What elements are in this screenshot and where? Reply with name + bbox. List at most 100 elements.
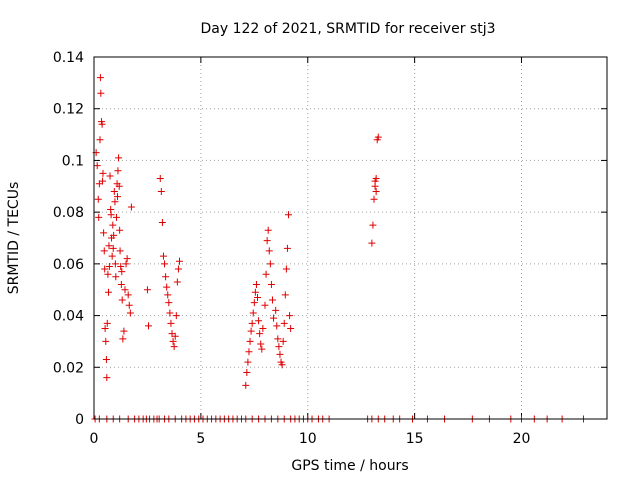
data-point	[250, 299, 258, 307]
data-point	[286, 312, 294, 320]
data-point	[261, 301, 269, 309]
data-point	[127, 203, 135, 211]
data-point	[94, 195, 102, 203]
data-point	[369, 221, 377, 229]
x-tick-label: 0	[90, 431, 99, 447]
data-point	[283, 244, 291, 252]
data-point	[159, 252, 167, 260]
data-point	[99, 177, 107, 185]
data-point	[114, 193, 122, 201]
data-point	[120, 327, 128, 335]
data-points	[91, 74, 587, 423]
data-point	[102, 356, 110, 364]
data-point	[262, 270, 270, 278]
data-point	[368, 239, 376, 247]
data-point	[119, 335, 127, 343]
data-point	[156, 175, 164, 183]
data-point	[103, 374, 111, 382]
data-point	[245, 348, 253, 356]
data-point	[110, 231, 118, 239]
data-point	[98, 120, 106, 128]
data-point	[118, 268, 126, 276]
data-point	[116, 247, 124, 255]
data-point	[255, 317, 263, 325]
y-tick-label: 0.12	[53, 102, 84, 118]
data-point	[118, 296, 126, 304]
data-point	[114, 167, 122, 175]
data-point	[101, 325, 109, 332]
data-point	[158, 218, 166, 226]
data-point	[173, 278, 181, 286]
data-point	[115, 182, 123, 190]
data-point	[115, 154, 123, 162]
data-point	[256, 330, 264, 338]
data-point	[246, 337, 254, 345]
data-point	[97, 89, 105, 97]
data-point	[162, 273, 170, 281]
data-point	[117, 262, 125, 270]
data-point	[161, 260, 169, 268]
data-point	[287, 325, 295, 332]
data-point	[251, 288, 259, 296]
y-tick-label: 0.04	[53, 309, 84, 325]
data-point	[267, 281, 275, 289]
data-point	[109, 221, 117, 229]
data-point	[95, 213, 103, 221]
data-point	[105, 242, 113, 250]
data-point	[108, 252, 116, 260]
data-point	[285, 211, 293, 219]
data-point	[163, 283, 171, 291]
data-point	[102, 337, 110, 345]
y-tick-label: 0	[75, 412, 84, 428]
data-point	[100, 247, 108, 255]
data-point	[176, 257, 183, 265]
data-point	[123, 255, 131, 263]
data-point	[374, 133, 382, 141]
data-point	[101, 265, 109, 273]
data-point	[272, 306, 280, 314]
y-tick-label: 0.08	[53, 205, 84, 221]
data-point	[107, 211, 115, 219]
y-axis-ticks: 0 0.02 0.04 0.06 0.08 0.1 0.12 0.14	[53, 50, 607, 428]
data-point	[275, 343, 283, 351]
data-point	[110, 187, 118, 195]
data-point	[164, 291, 172, 299]
data-point	[103, 319, 111, 327]
data-point	[171, 332, 179, 340]
data-point	[282, 265, 290, 273]
data-point	[96, 74, 104, 82]
data-point	[247, 327, 255, 335]
data-point	[248, 319, 256, 327]
chart-title: Day 122 of 2021, SRMTID for receiver stj…	[201, 21, 496, 37]
grid	[94, 57, 607, 419]
data-point	[122, 260, 130, 268]
x-tick-label: 20	[513, 431, 531, 447]
data-point	[243, 368, 251, 376]
data-point	[274, 335, 282, 343]
data-point	[109, 244, 117, 252]
data-point	[172, 312, 180, 320]
data-point	[370, 195, 378, 203]
data-point	[254, 293, 262, 301]
data-point	[99, 169, 107, 177]
data-point	[249, 309, 257, 317]
data-point	[263, 237, 271, 245]
data-point	[143, 286, 151, 294]
x-tick-label: 5	[196, 431, 205, 447]
y-tick-label: 0.14	[53, 50, 84, 66]
x-tick-label: 15	[406, 431, 424, 447]
data-point	[270, 314, 278, 322]
data-point	[371, 177, 379, 185]
data-point	[273, 322, 281, 330]
data-point	[259, 325, 267, 332]
data-point	[121, 286, 129, 294]
data-point	[117, 281, 125, 289]
data-point	[124, 291, 132, 299]
data-point	[126, 309, 134, 317]
data-point	[105, 288, 113, 296]
y-axis-label: SRMTID / TECUs	[6, 182, 22, 295]
data-point	[264, 226, 272, 234]
data-point	[280, 319, 288, 327]
data-point	[93, 162, 101, 170]
